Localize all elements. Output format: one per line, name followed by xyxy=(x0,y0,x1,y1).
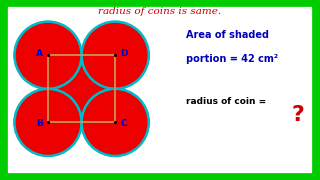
Text: radius of coins is same.: radius of coins is same. xyxy=(99,7,221,16)
Text: B: B xyxy=(36,120,43,129)
Text: C: C xyxy=(120,120,127,129)
Text: ?: ? xyxy=(291,105,304,125)
Text: radius of coin =: radius of coin = xyxy=(186,97,269,106)
Polygon shape xyxy=(14,22,149,156)
Text: portion = 42 cm²: portion = 42 cm² xyxy=(186,54,278,64)
Text: D: D xyxy=(120,49,128,58)
Text: Area of shaded: Area of shaded xyxy=(186,30,268,40)
Text: A: A xyxy=(36,49,43,58)
